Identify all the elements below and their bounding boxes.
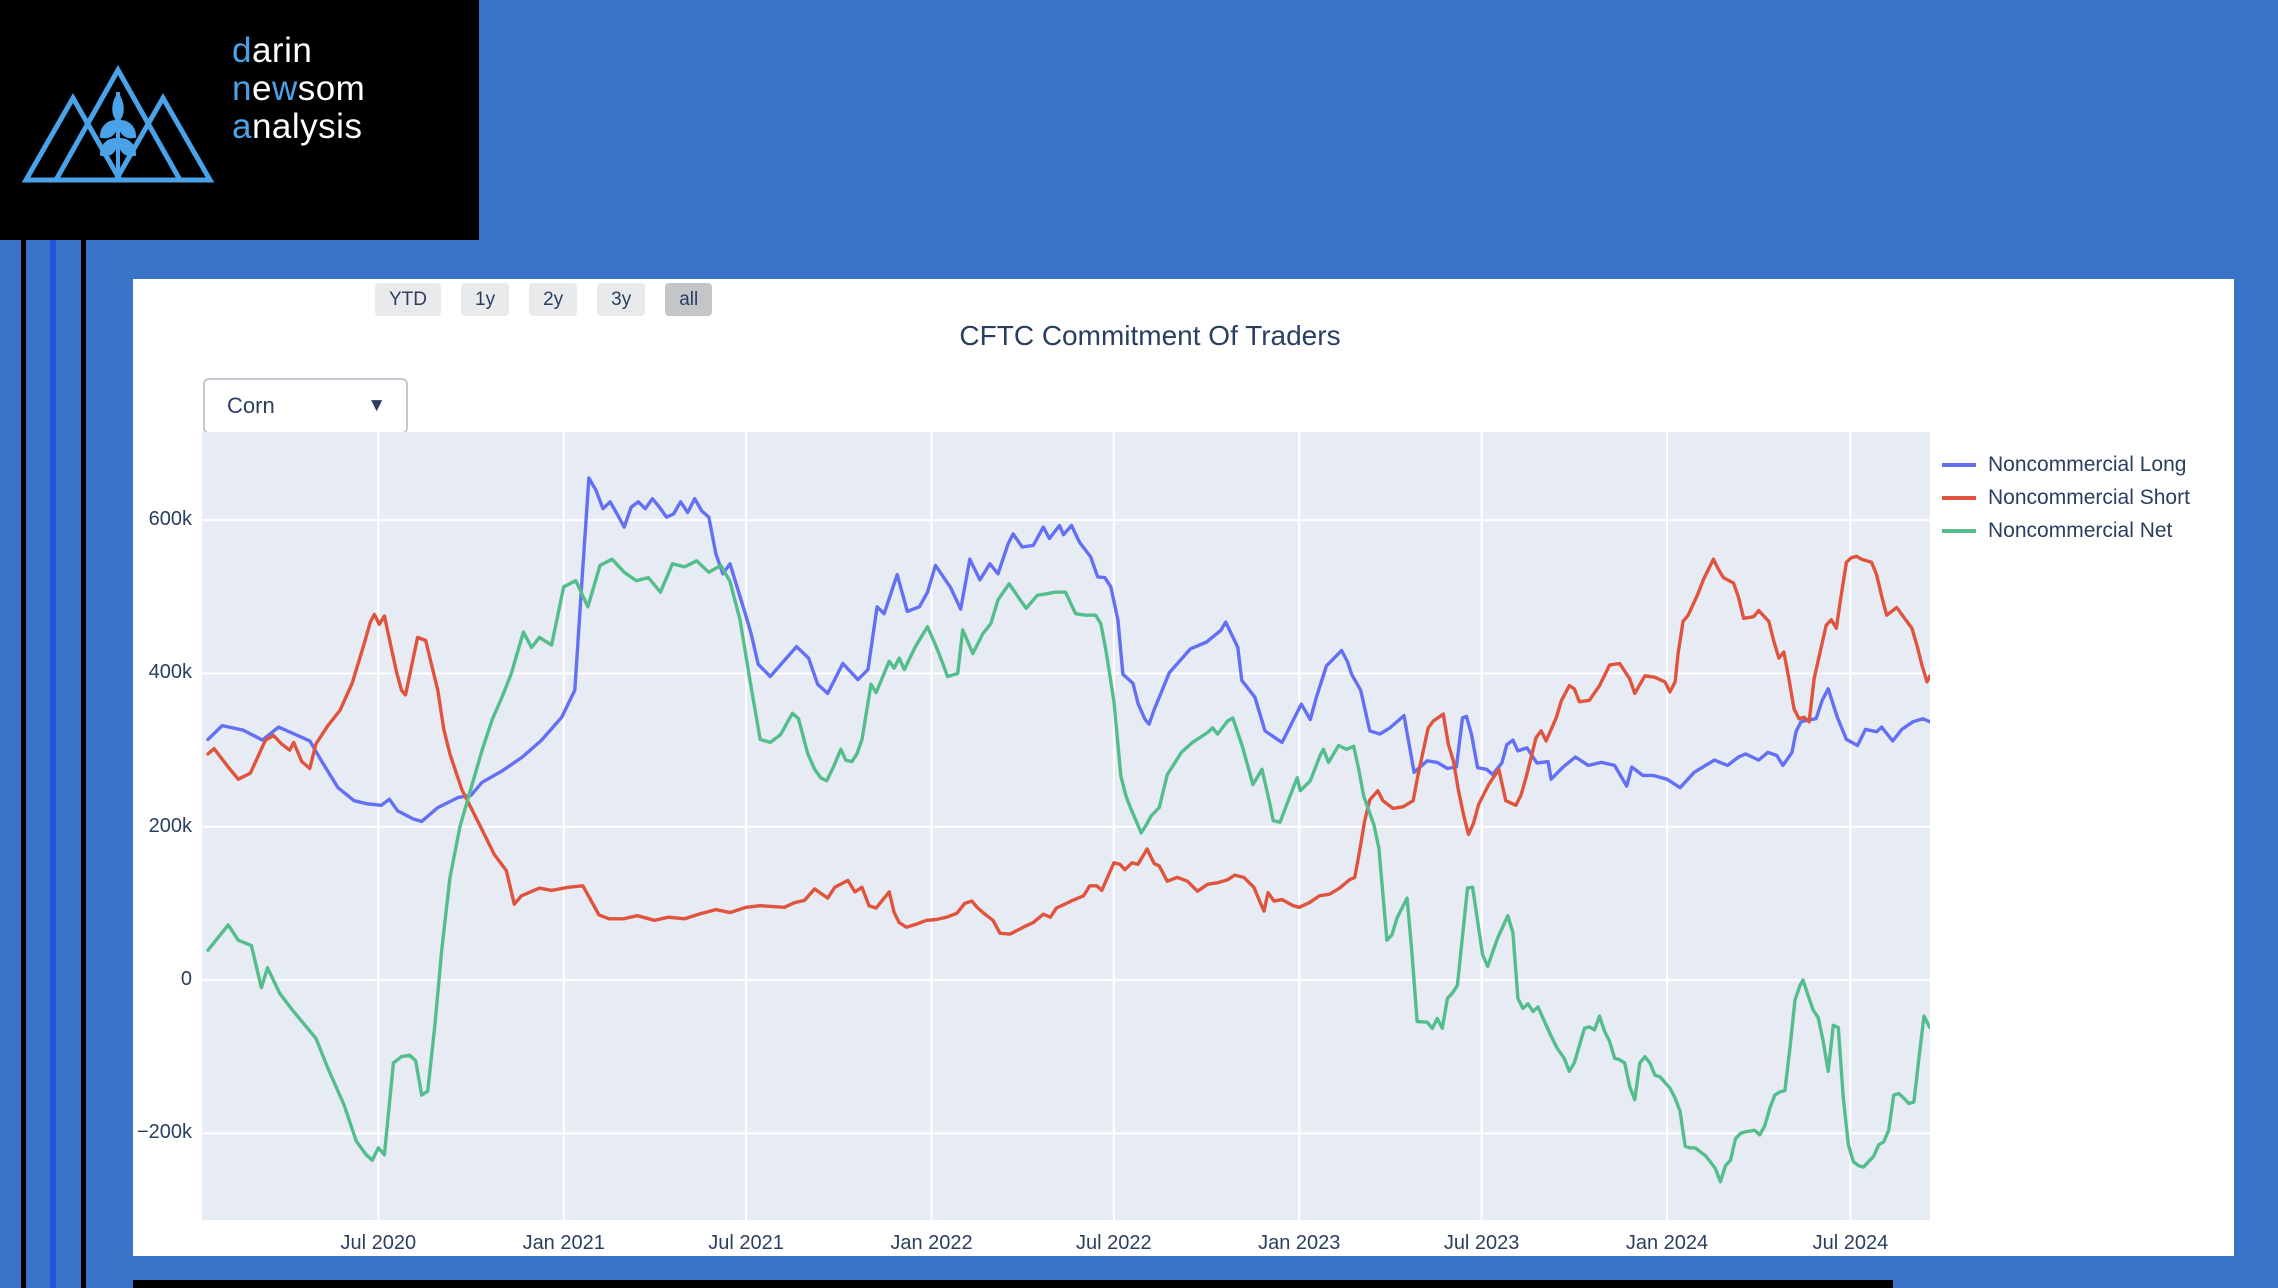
x-tick-label: Jul 2021 [708,1232,784,1254]
commodity-dropdown-value: Corn [227,393,275,418]
left-stripe-blue [50,240,56,1288]
legend-item-noncommercial-net[interactable]: Noncommercial Net [1942,518,2190,543]
logo-text-arin: arin [251,31,313,70]
chevron-down-icon: ▼ [367,395,386,416]
logo-wordmark: darin newsom analysis [232,32,365,146]
logo-text-e: e [251,69,272,108]
legend: Noncommercial Long Noncommercial Short N… [1942,452,2190,543]
x-tick-label: Jan 2023 [1258,1232,1341,1254]
legend-line-swatch-short [1942,495,1976,500]
x-tick-label: Jan 2024 [1625,1232,1709,1254]
left-stripe-black-1 [21,240,26,1288]
logo-letter-a: a [232,107,252,146]
range-button-3y[interactable]: 3y [597,283,646,316]
bottom-divider [133,1280,1893,1288]
legend-item-noncommercial-long[interactable]: Noncommercial Long [1942,452,2190,477]
range-button-all[interactable]: all [665,283,713,316]
commodity-dropdown[interactable]: Corn ▼ [203,378,408,434]
x-tick-label: Jul 2024 [1812,1232,1889,1254]
left-stripe-black-2 [81,240,86,1288]
y-tick-label: 600k [148,508,192,531]
legend-line-swatch-long [1942,462,1976,467]
logo-letter-d: d [232,31,252,70]
y-tick-label: 200k [148,814,192,837]
range-button-ytd[interactable]: YTD [375,283,441,316]
x-tick-label: Jul 2023 [1443,1232,1520,1254]
plot-area[interactable] [202,432,1930,1220]
legend-label-net: Noncommercial Net [1988,518,2173,542]
chart-title: CFTC Commitment Of Traders [959,320,1341,351]
x-tick-label: Jan 2021 [522,1232,605,1254]
legend-label-long: Noncommercial Long [1988,452,2187,476]
range-button-1y[interactable]: 1y [461,283,510,316]
y-tick-label: −200k [136,1121,192,1144]
logo-letter-w: w [271,69,298,108]
range-selector: YTD 1y 2y 3y all [375,283,713,316]
logo-text-nalysis: nalysis [251,107,363,146]
y-tick-label: 400k [148,661,192,684]
legend-label-short: Noncommercial Short [1988,485,2190,509]
x-tick-label: Jul 2020 [340,1232,417,1254]
mountains-wheat-icon [21,64,215,183]
x-tick-label: Jul 2022 [1076,1232,1152,1254]
legend-line-swatch-net [1942,528,1976,533]
logo: darin newsom analysis [0,0,479,240]
logo-text-som: som [297,69,366,108]
y-tick-label: 0 [180,968,192,991]
range-button-2y[interactable]: 2y [529,283,578,316]
legend-item-noncommercial-short[interactable]: Noncommercial Short [1942,485,2190,510]
x-tick-label: Jan 2022 [890,1232,973,1254]
logo-letter-n: n [232,69,252,108]
